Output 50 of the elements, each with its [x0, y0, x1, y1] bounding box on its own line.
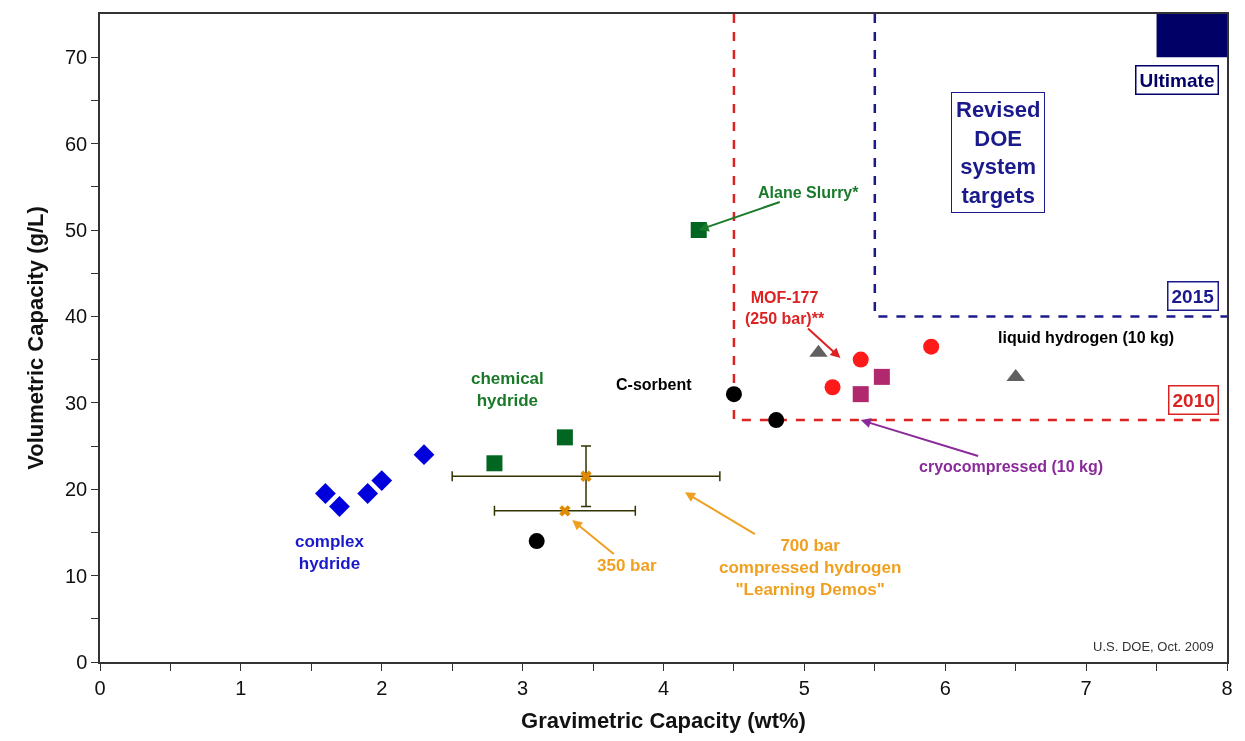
point: [528, 533, 545, 550]
x-tick-label: 7: [1080, 676, 1092, 699]
annotation: 700 bar compressed hydrogen "Learning Demos": [719, 536, 902, 600]
point: [852, 351, 869, 368]
x-tick-label: 3: [517, 676, 529, 699]
series-label: 2015: [1171, 285, 1215, 307]
point: [559, 505, 571, 517]
y-tick-label: 50: [65, 219, 88, 241]
annotation: chemical hydride: [471, 369, 544, 411]
point: [923, 338, 940, 355]
point: [824, 379, 841, 396]
y-tick-label: 20: [65, 478, 88, 501]
y-tick-label: 40: [65, 305, 88, 328]
annotation: Alane Slurry*: [758, 184, 860, 201]
point: [357, 483, 379, 504]
y-tick-label: 60: [65, 132, 88, 155]
x-tick-label: 4: [657, 676, 670, 699]
annotation: MOF-177 (250 bar)**: [745, 289, 825, 327]
point: [486, 455, 503, 472]
annotation: C-sorbent: [616, 376, 693, 393]
annotation: liquid hydrogen (10 kg): [998, 329, 1175, 346]
point: [329, 496, 350, 517]
point: [556, 429, 573, 446]
x-tick-label: 2: [376, 676, 388, 699]
annotation: cryocompressed (10 kg): [919, 458, 1104, 475]
point: [413, 444, 435, 466]
y-tick-label: 0: [76, 651, 88, 673]
point: [371, 470, 393, 491]
x-tick-label: 5: [798, 676, 810, 699]
annotation: Revised DOE system targets: [956, 97, 1041, 208]
point: [873, 368, 890, 385]
y-axis-title: Volumetric Capacity (g/L): [23, 206, 49, 470]
x-tick-label: 8: [1221, 676, 1233, 699]
annotation: complex hydride: [295, 532, 365, 574]
y-tick-label: 10: [65, 564, 88, 587]
point: [852, 386, 869, 403]
point: [315, 483, 336, 504]
series-label: 2010: [1172, 389, 1215, 411]
x-tick-label: 1: [235, 676, 247, 699]
x-tick-label: 0: [94, 676, 106, 699]
x-tick-label: 6: [939, 676, 951, 699]
point: [768, 412, 785, 429]
y-tick-label: 30: [65, 391, 88, 414]
point: [580, 470, 592, 482]
annotation: U.S. DOE, Oct. 2009: [1093, 639, 1214, 654]
x-axis-title: Gravimetric Capacity (wt%): [521, 708, 806, 734]
series-label: Ultimate: [1139, 69, 1215, 91]
annotation: 350 bar: [597, 556, 657, 575]
y-tick-label: 70: [65, 46, 88, 69]
point: [725, 386, 742, 403]
